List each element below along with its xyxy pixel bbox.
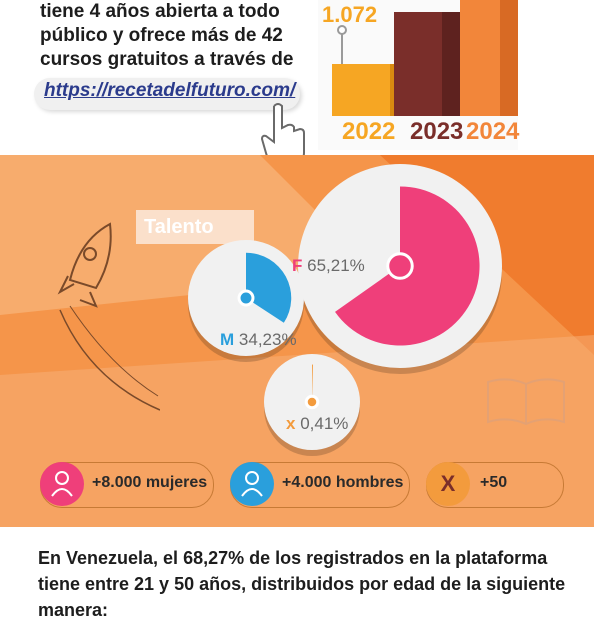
- section-title: Talento: [136, 210, 254, 244]
- value-label: 1.072: [322, 2, 378, 27]
- f-label: F 65,21%: [292, 256, 365, 276]
- intro-text: tiene 4 años abierta a todo público y of…: [40, 0, 300, 72]
- year-2023: 2023: [410, 118, 464, 145]
- bar-2024: [460, 0, 500, 116]
- year-2022: 2022: [342, 118, 396, 145]
- growth-chart: [318, 0, 518, 150]
- intro-line: cursos gratuitos a través de: [40, 49, 294, 70]
- book-icon: [487, 378, 565, 426]
- x-center-dot: [304, 394, 320, 410]
- rocket-icon: [57, 222, 160, 411]
- x-icon: X: [426, 462, 470, 506]
- m-value: 34,23%: [238, 330, 297, 349]
- intro-line: tiene 4 años abierta a todo: [40, 1, 280, 22]
- value-leader-dot: [337, 25, 347, 35]
- x-slice: [312, 364, 313, 402]
- woman-icon: [40, 462, 84, 506]
- f-value: 65,21%: [307, 256, 365, 275]
- bar-2023-side: [442, 12, 460, 116]
- x-label: x 0,41%: [286, 414, 348, 434]
- m-label: M 34,23%: [220, 330, 297, 350]
- description-line: En Venezuela, el 68,27% de los registrad…: [38, 548, 548, 568]
- women-count: +8.000 mujeres: [92, 474, 208, 491]
- m-slice: [246, 252, 292, 323]
- pointer-hand-icon: [260, 103, 305, 162]
- f-center-dot: [386, 252, 414, 280]
- other-count: +50: [480, 474, 508, 491]
- description-line: tiene entre 21 y 50 años, distribuidos p…: [38, 574, 566, 594]
- x-value: 0,41%: [300, 414, 349, 433]
- m-center-dot: [237, 289, 255, 307]
- description-line: manera:: [38, 600, 109, 620]
- f-letter: F: [292, 256, 303, 275]
- url-box[interactable]: [34, 78, 300, 110]
- url-link[interactable]: https://recetadelfuturo.com/: [44, 80, 296, 101]
- bar-2024-side: [500, 0, 518, 116]
- age-description: En Venezuela, el 68,27% de los registrad…: [38, 545, 578, 623]
- intro-line: público y ofrece más de 42: [40, 25, 283, 46]
- year-2024: 2024: [466, 118, 520, 145]
- men-count: +4.000 hombres: [282, 474, 404, 491]
- m-letter: M: [220, 330, 235, 349]
- man-icon: [230, 462, 274, 506]
- x-letter: x: [286, 414, 296, 433]
